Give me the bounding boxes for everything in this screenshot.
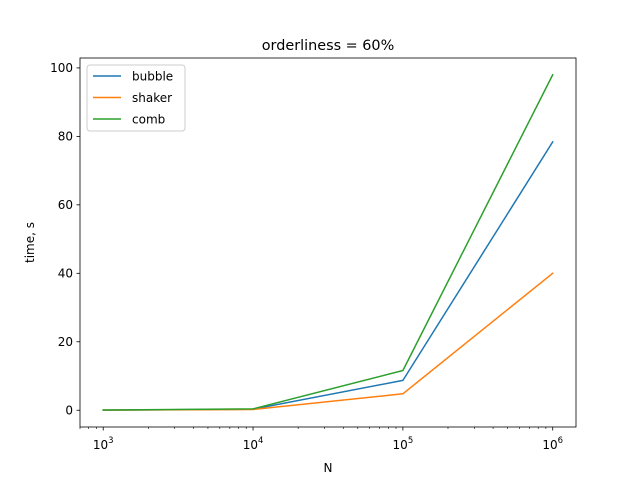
x-tick-label: 104 [243, 436, 264, 452]
legend-frame [86, 64, 186, 132]
y-tick-label: 60 [58, 198, 73, 212]
legend-label-comb: comb [132, 112, 165, 126]
series-line-comb [102, 73, 554, 411]
y-tick-label: 0 [65, 404, 73, 418]
legend: bubble shaker comb [86, 64, 186, 132]
legend-label-bubble: bubble [132, 69, 173, 83]
x-axis-label: N [324, 461, 333, 475]
x-tick-label: 103 [93, 436, 114, 452]
plot-lines [102, 73, 554, 411]
plot-frame [79, 57, 577, 428]
y-tick-label: 20 [58, 335, 73, 349]
legend-label-shaker: shaker [132, 91, 172, 105]
y-tick-label: 40 [58, 267, 73, 281]
x-axis-ticks: 103 104 105 106 [79, 427, 563, 452]
y-axis-ticks: 0 20 40 60 80 100 [50, 61, 80, 418]
y-tick-label: 100 [50, 61, 73, 75]
x-tick-label: 106 [542, 436, 563, 452]
y-axis-label: time, s [23, 222, 37, 263]
x-tick-label: 105 [393, 436, 414, 452]
chart-title: orderliness = 60% [262, 38, 395, 54]
y-tick-label: 80 [58, 130, 73, 144]
